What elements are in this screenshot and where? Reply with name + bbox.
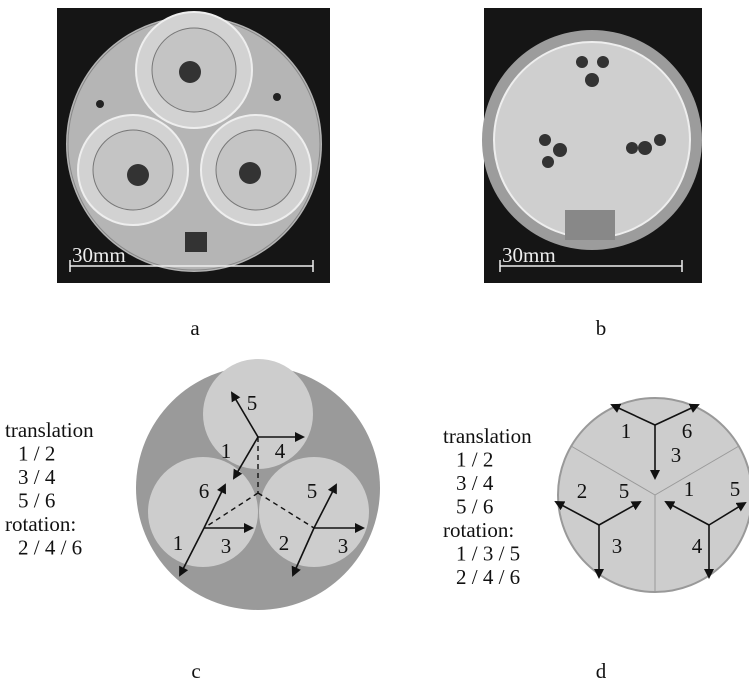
- legend-item: 1 / 3 / 5: [456, 542, 520, 566]
- arrow-label: 1: [221, 439, 232, 463]
- scale-label: 30mm: [72, 243, 126, 267]
- arrow-label: 3: [221, 534, 232, 558]
- arrow-label: 1: [173, 531, 184, 555]
- figure: 30mm 30mm a b c d 514613523 translation1…: [0, 0, 749, 685]
- panel-label: d: [596, 659, 607, 683]
- arrow-label: 5: [730, 477, 741, 501]
- arrow-label: 2: [279, 531, 290, 555]
- legend-item: rotation:: [443, 518, 514, 542]
- arrow-label: 6: [682, 419, 693, 443]
- scale-label: 30mm: [502, 243, 556, 267]
- diagram-c: [136, 359, 380, 610]
- legend-item: 3 / 4: [18, 465, 56, 489]
- arrow-label: 5: [619, 479, 630, 503]
- panel-label: a: [190, 316, 200, 340]
- arrow-label: 4: [275, 439, 286, 463]
- legend-item: 3 / 4: [456, 471, 494, 495]
- arrow-label: 6: [199, 479, 210, 503]
- legend-item: 5 / 6: [18, 489, 55, 513]
- photo-a: [57, 8, 330, 283]
- photo-b: [482, 8, 702, 283]
- panel-label: b: [596, 316, 607, 340]
- arrow-label: 3: [612, 534, 623, 558]
- arrow-label: 5: [307, 479, 318, 503]
- legend-item: 1 / 2: [456, 448, 493, 472]
- panel-label: c: [191, 659, 200, 683]
- legend-item: translation: [5, 418, 94, 442]
- arrow-label: 3: [338, 534, 349, 558]
- legend-item: rotation:: [5, 512, 76, 536]
- legend-item: 2 / 4 / 6: [18, 536, 82, 560]
- legend-item: translation: [443, 424, 532, 448]
- arrow-label: 4: [692, 534, 703, 558]
- arrow-label: 1: [621, 419, 632, 443]
- legend-item: 5 / 6: [456, 495, 493, 519]
- legend-item: 2 / 4 / 6: [456, 565, 520, 589]
- arrow-label: 3: [671, 443, 682, 467]
- arrow-label: 5: [247, 391, 258, 415]
- arrow-label: 1: [684, 477, 695, 501]
- legend-item: 1 / 2: [18, 442, 55, 466]
- arrow-label: 2: [577, 479, 588, 503]
